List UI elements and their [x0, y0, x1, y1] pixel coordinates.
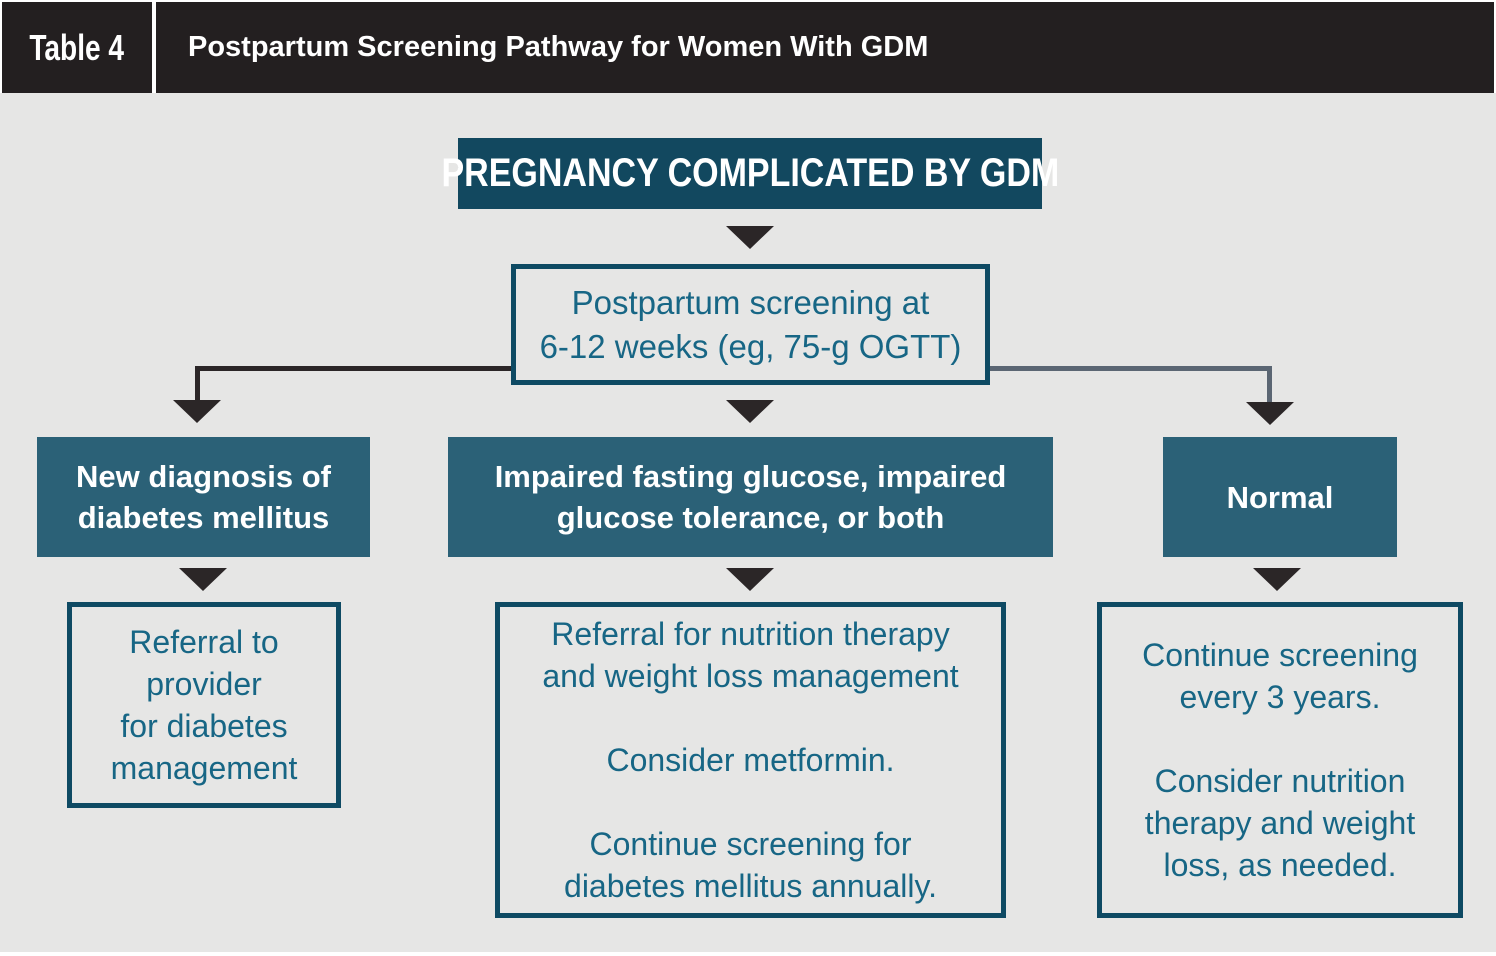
node-impaired-glucose: Impaired fasting glucose, impaired gluco… — [448, 437, 1053, 557]
arrow-down-right-branch — [1246, 402, 1294, 425]
table-number-label: Table 4 — [29, 26, 125, 68]
action-right-paragraph-1: Continue screening every 3 years. — [1142, 637, 1418, 715]
node-pregnancy-complicated-by-gdm: PREGNANCY COMPLICATED BY GDM — [441, 138, 1059, 209]
action-middle-paragraph-2: Consider metformin. — [606, 742, 895, 778]
arrow-down-left-branch — [173, 400, 221, 423]
node-postpartum-screening: Postpartum screening at 6-12 weeks (eg, … — [511, 264, 990, 385]
action-left-paragraph: Referral to provider for diabetes manage… — [110, 624, 298, 786]
figure-header-bar: Table 4 Postpartum Screening Pathway for… — [2, 2, 1494, 93]
connector-right-vertical — [1267, 366, 1272, 404]
node-new-diagnosis-label: New diagnosis of diabetes mellitus — [76, 459, 331, 535]
action-middle-paragraph-1: Referral for nutrition therapy and weigh… — [542, 616, 959, 694]
arrow-down-root-to-screening — [726, 226, 774, 249]
arrow-down-right-action — [1253, 568, 1301, 591]
arrow-down-left-action — [179, 568, 227, 591]
connector-left-vertical — [195, 366, 200, 402]
node-referral-diabetes-management: Referral to provider for diabetes manage… — [67, 602, 341, 808]
action-middle-paragraph-3: Continue screening for diabetes mellitus… — [564, 826, 937, 904]
arrow-down-middle-action — [726, 568, 774, 591]
node-root-label: PREGNANCY COMPLICATED BY GDM — [441, 151, 1059, 195]
connector-right-horizontal — [990, 366, 1272, 371]
node-new-diagnosis: New diagnosis of diabetes mellitus — [37, 437, 370, 557]
connector-left-horizontal — [195, 366, 511, 371]
node-normal-label: Normal — [1226, 479, 1334, 515]
figure-title: Postpartum Screening Pathway for Women W… — [188, 31, 929, 63]
arrow-down-middle-branch — [726, 400, 774, 423]
node-impaired-glucose-label: Impaired fasting glucose, impaired gluco… — [494, 459, 1007, 535]
action-right-paragraph-2: Consider nutrition therapy and weight lo… — [1144, 763, 1416, 883]
node-normal: Normal — [1163, 437, 1397, 557]
table-number-section: Table 4 — [2, 2, 152, 93]
node-continue-screening-3-years: Continue screening every 3 years. Consid… — [1097, 602, 1463, 918]
node-screening-label: Postpartum screening at 6-12 weeks (eg, … — [539, 283, 962, 365]
node-nutrition-metformin-annual-screening: Referral for nutrition therapy and weigh… — [495, 602, 1006, 918]
header-divider — [152, 2, 156, 93]
